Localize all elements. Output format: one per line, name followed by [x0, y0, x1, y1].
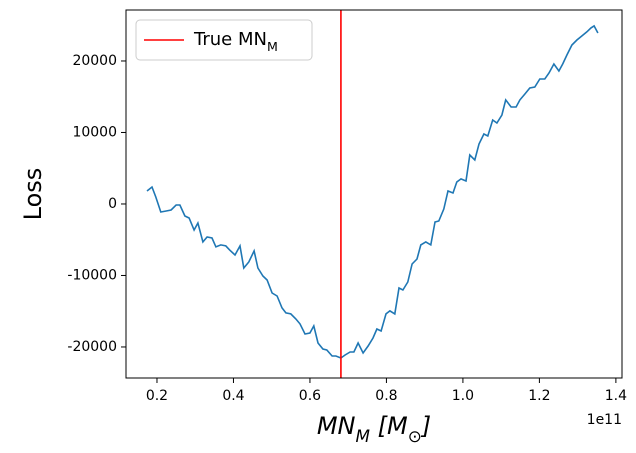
x-tick-label: 0.2 [146, 388, 168, 404]
y-tick-label: 0 [108, 196, 117, 212]
axes-frame [125, 9, 623, 379]
legend-box [135, 19, 313, 61]
legend-label: True MNM [193, 29, 278, 54]
data-line [146, 24, 599, 359]
y-tick-label: 10000 [72, 124, 117, 140]
x-tick-label: 1.0 [452, 388, 474, 404]
x-tick-label: 0.8 [375, 388, 397, 404]
x-tick-label: 1.4 [605, 388, 627, 404]
y-axis-label: Loss [19, 168, 47, 221]
x-tick-label: 0.6 [299, 388, 321, 404]
x-tick-label: 1.2 [528, 388, 550, 404]
y-tick-label: -10000 [67, 267, 117, 283]
x-axis-label: MNM [M⊙] [317, 412, 431, 446]
x-offset-label: 1e11 [587, 412, 622, 428]
y-tick-label: 20000 [72, 53, 117, 69]
x-tick-label: 0.4 [222, 388, 244, 404]
y-tick-label: -20000 [67, 339, 117, 355]
